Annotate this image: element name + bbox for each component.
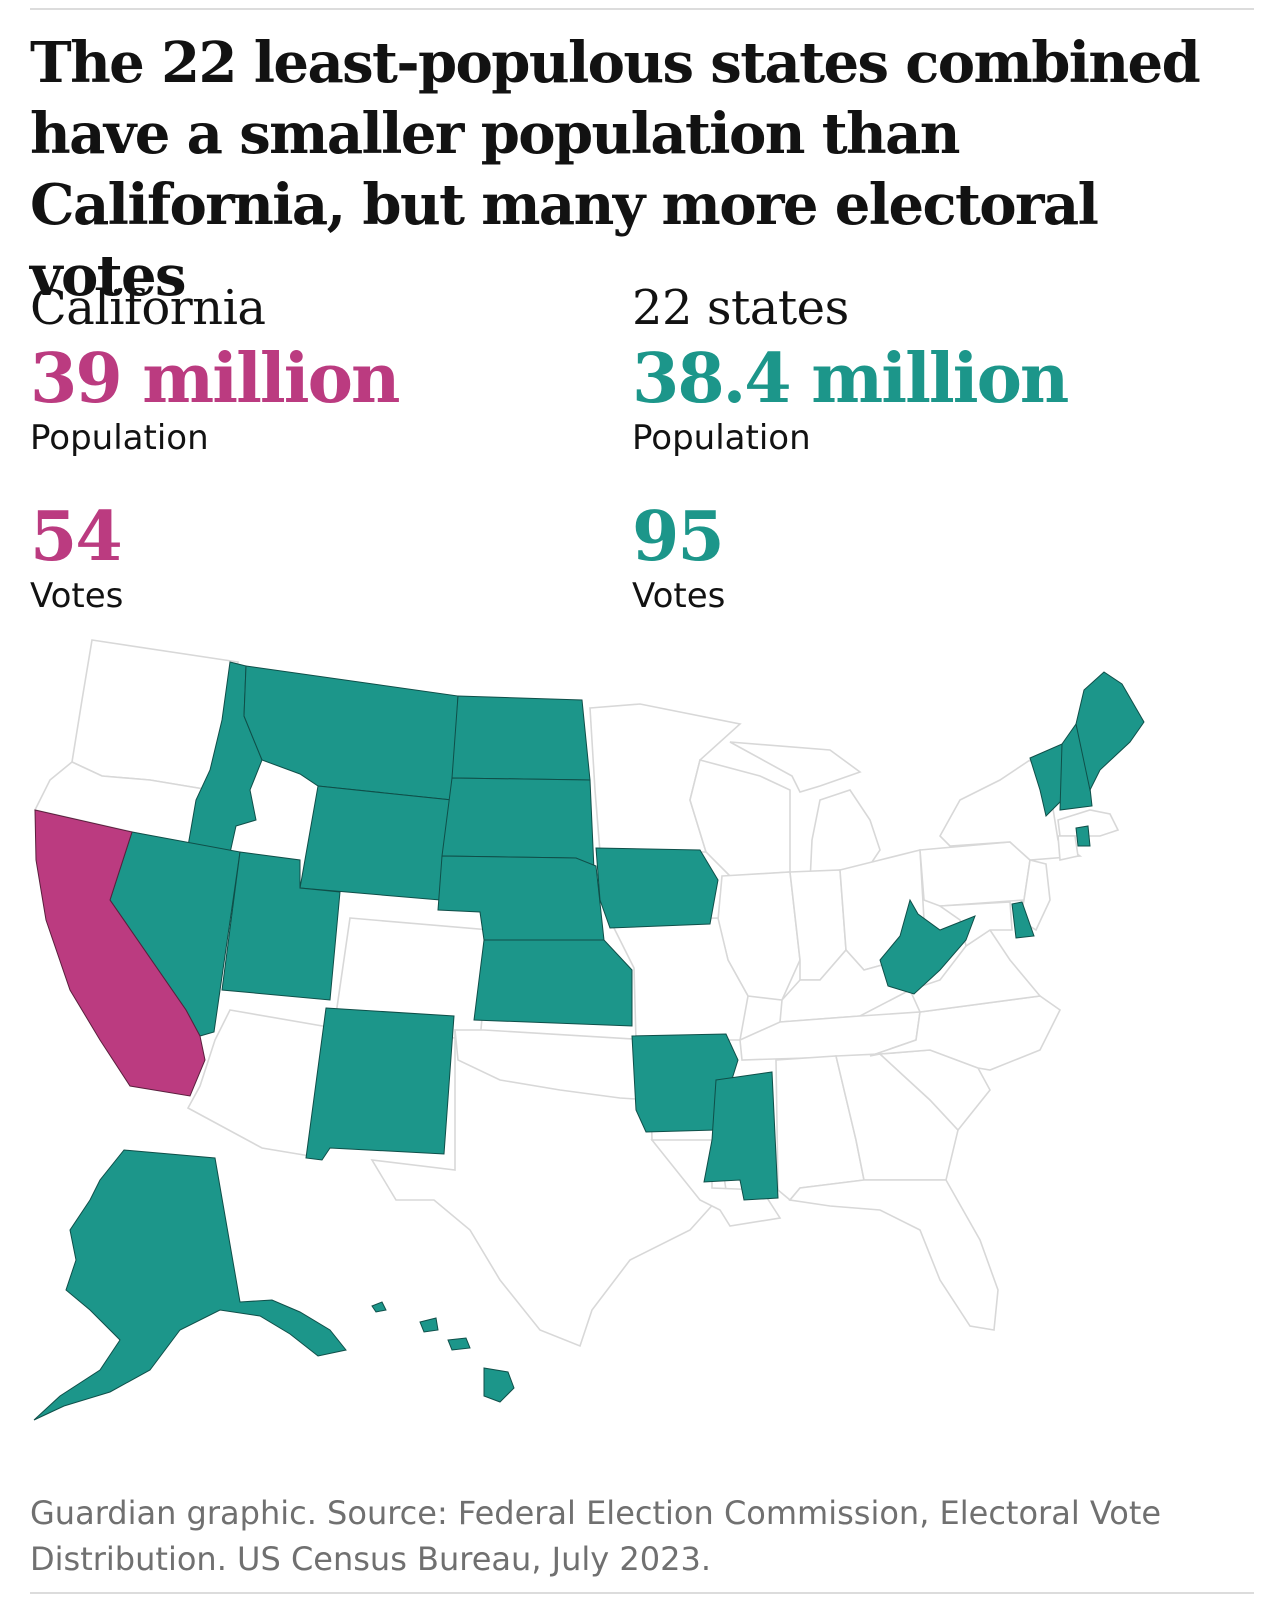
state-oklahoma bbox=[454, 1029, 653, 1101]
small-states-votes: 95 bbox=[632, 497, 725, 577]
state-utah bbox=[221, 851, 341, 1001]
california-population: 39 million bbox=[30, 339, 400, 419]
small-states-group bbox=[33, 661, 1145, 1421]
chart-title: The 22 least-populous states combined ha… bbox=[30, 30, 1201, 309]
state-kansas bbox=[473, 939, 633, 1027]
state-north-dakota bbox=[451, 695, 591, 781]
state-mississippi bbox=[703, 1071, 779, 1201]
california-population-label: Population bbox=[30, 418, 209, 458]
top-rule bbox=[30, 8, 1254, 10]
state-hawaii bbox=[371, 1301, 515, 1403]
state-delaware bbox=[1011, 901, 1035, 939]
state-pennsylvania bbox=[919, 841, 1031, 907]
small-states-label: 22 states bbox=[632, 280, 849, 336]
us-map bbox=[33, 639, 1145, 1421]
state-rhode-island bbox=[1075, 825, 1091, 847]
state-connecticut bbox=[1057, 835, 1079, 861]
state-montana bbox=[243, 665, 459, 801]
state-maryland bbox=[937, 901, 1013, 948]
state-missouri bbox=[608, 917, 749, 1041]
bottom-rule bbox=[30, 1592, 1254, 1594]
state-maine bbox=[1075, 671, 1145, 792]
state-west-virginia bbox=[879, 898, 976, 995]
state-iowa bbox=[595, 847, 719, 929]
california-label: California bbox=[30, 280, 266, 336]
state-new-jersey bbox=[1019, 859, 1051, 932]
state-virginia bbox=[908, 928, 1042, 1013]
state-wyoming bbox=[299, 785, 453, 901]
state-vermont bbox=[1029, 743, 1063, 817]
small-states-stats: 22 states 38.4 million Population 95 Vot… bbox=[632, 280, 1069, 616]
california-stats: California 39 million Population 54 Vote… bbox=[30, 280, 400, 616]
state-new-mexico bbox=[305, 1007, 455, 1161]
state-california bbox=[34, 809, 206, 1097]
small-states-population: 38.4 million bbox=[632, 339, 1069, 419]
california-votes: 54 bbox=[30, 497, 123, 577]
small-states-population-label: Population bbox=[632, 418, 811, 458]
state-alaska bbox=[33, 1149, 347, 1421]
state-florida bbox=[788, 1179, 999, 1331]
california-votes-label: Votes bbox=[30, 576, 124, 616]
source-note: Guardian graphic. Source: Federal Electi… bbox=[30, 1494, 1162, 1578]
small-states-votes-label: Votes bbox=[632, 576, 726, 616]
